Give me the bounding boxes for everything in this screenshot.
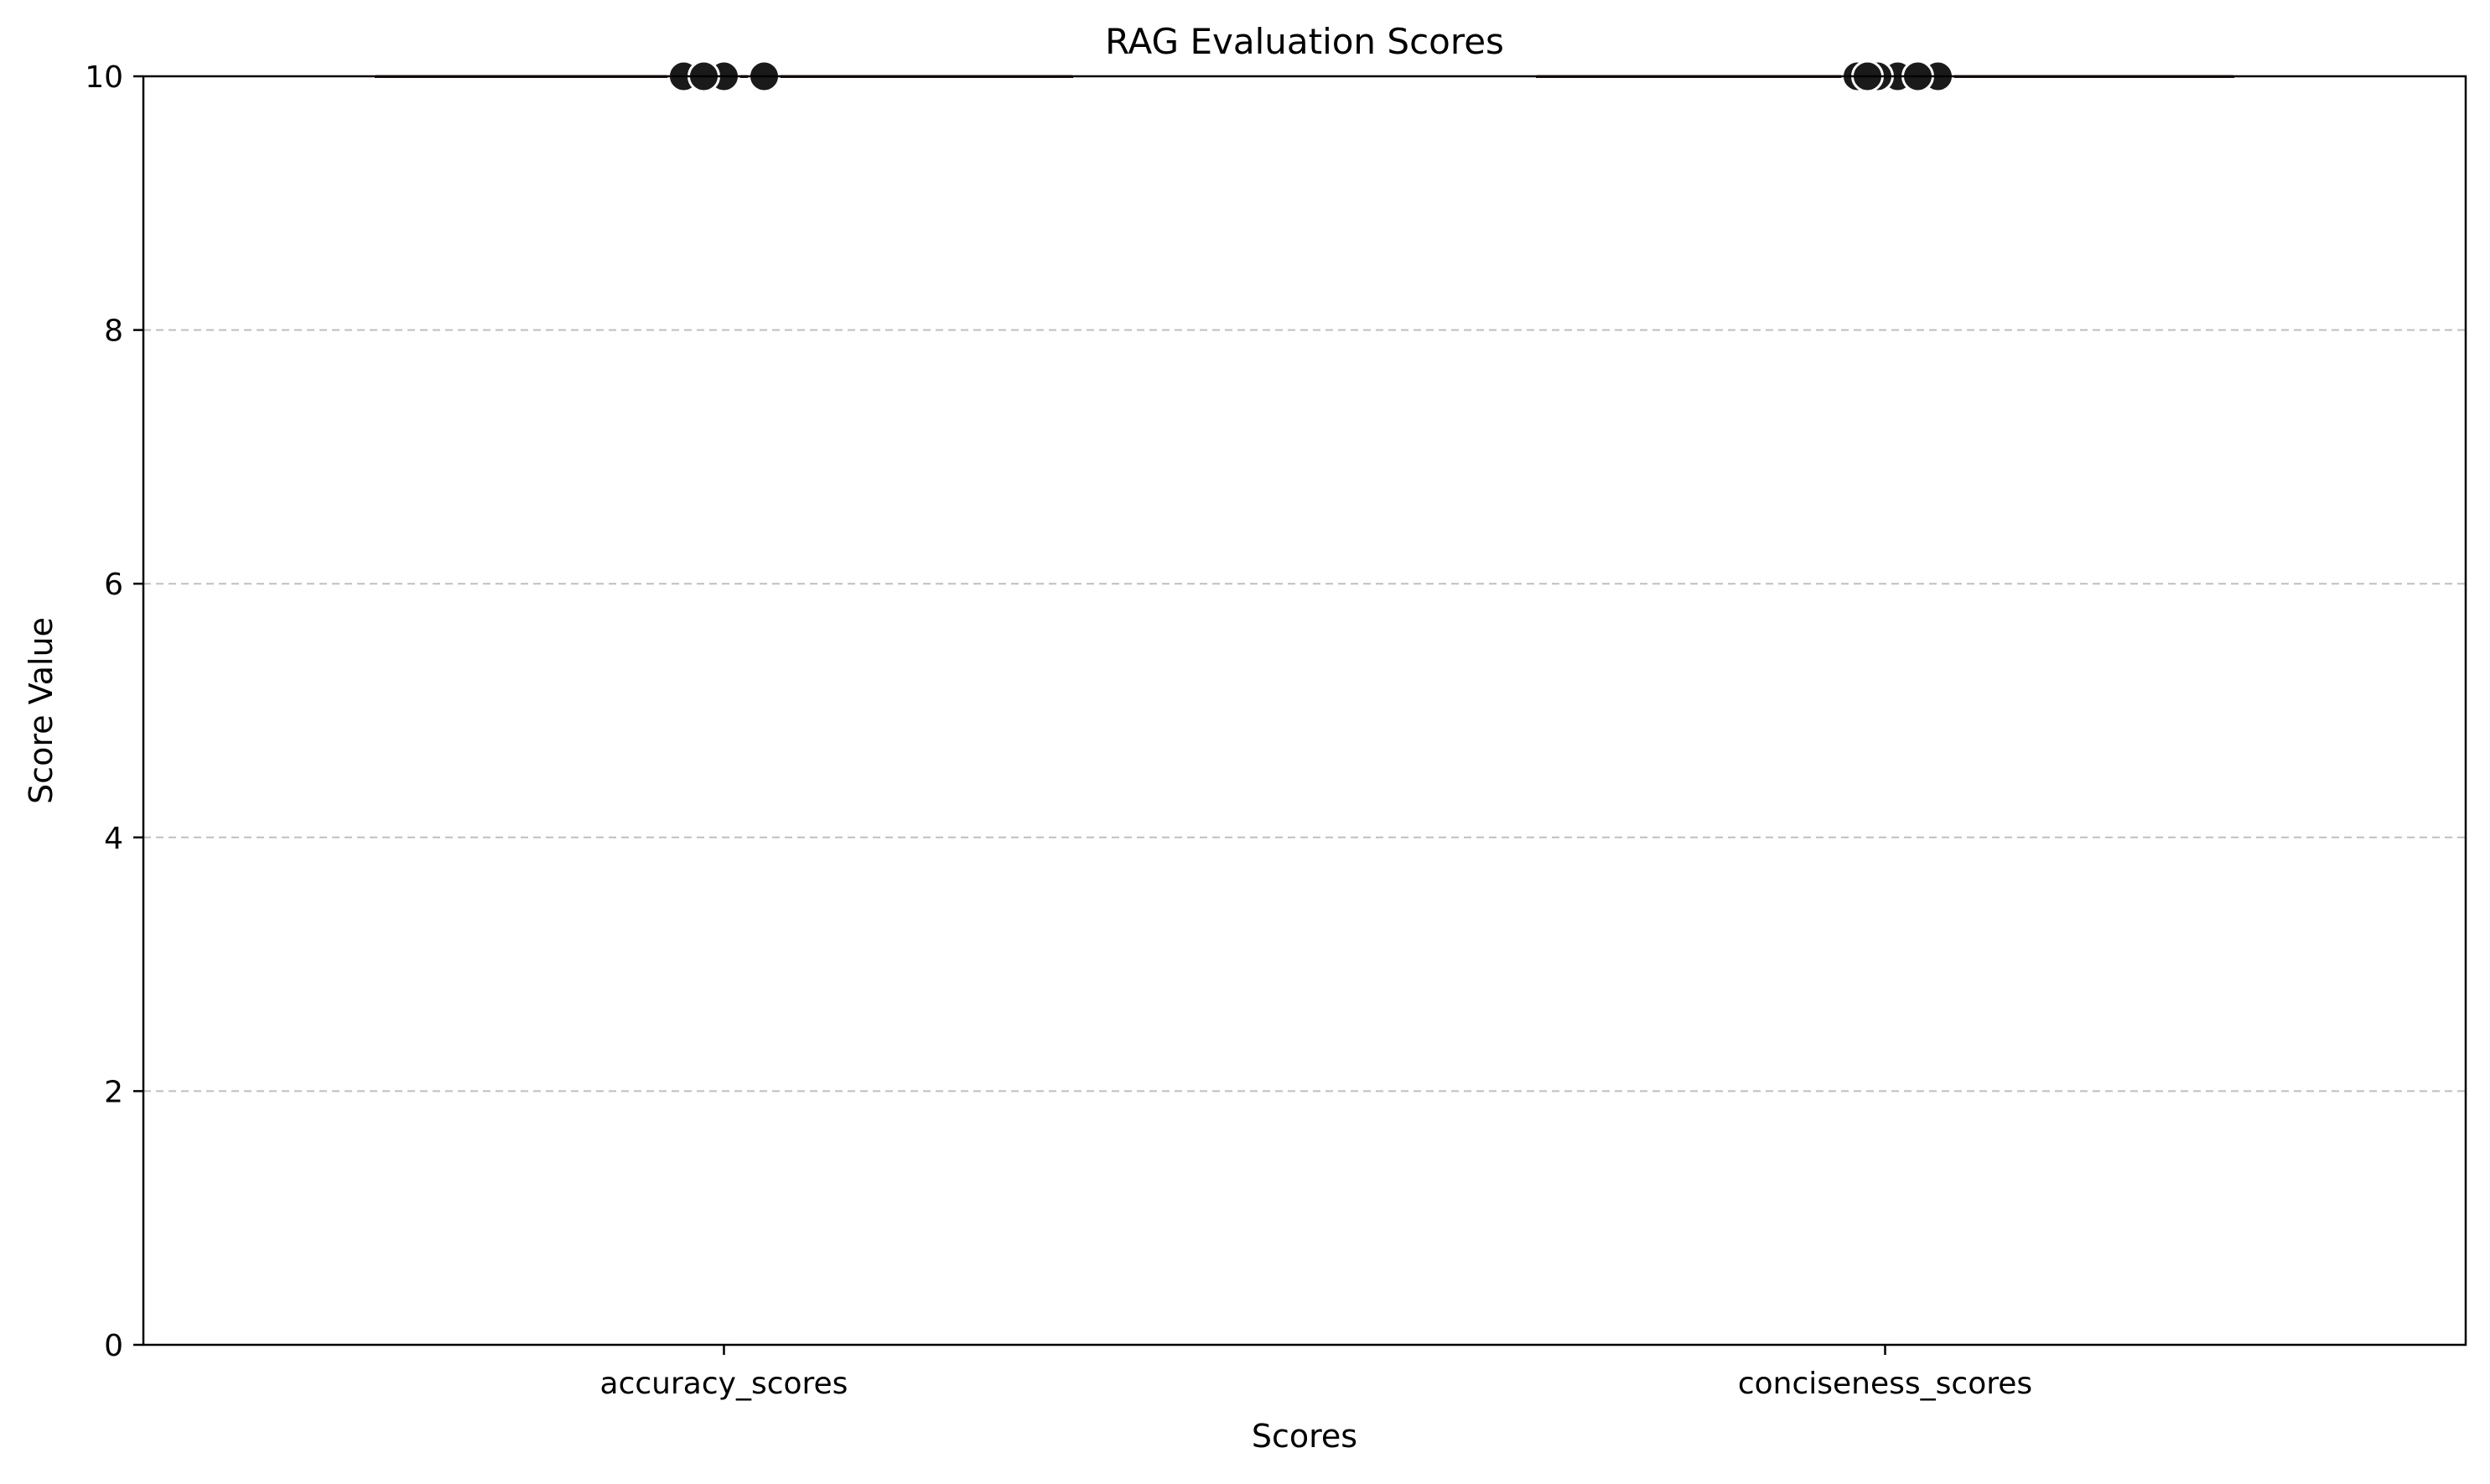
y-axis-ticks: 0 2 4 6 8 10 bbox=[85, 60, 143, 1363]
x-axis-ticks: accuracy_scores conciseness_scores bbox=[600, 1345, 2032, 1401]
y-axis-label: Score Value bbox=[23, 617, 60, 804]
y-tick-label: 2 bbox=[104, 1075, 123, 1109]
y-tick-label: 0 bbox=[104, 1329, 123, 1363]
grid-layer bbox=[143, 329, 2466, 1092]
y-tick-label: 4 bbox=[104, 822, 123, 856]
y-tick-label: 10 bbox=[85, 60, 123, 95]
x-tick-label-conciseness-scores: conciseness_scores bbox=[1738, 1367, 2032, 1401]
y-tick-label: 8 bbox=[104, 314, 123, 349]
y-tick-label: 6 bbox=[104, 568, 123, 602]
x-axis-label: Scores bbox=[1252, 1418, 1357, 1455]
plot-frame bbox=[142, 75, 2467, 1346]
x-tick-label-accuracy-scores: accuracy_scores bbox=[600, 1367, 848, 1401]
chart-title: RAG Evaluation Scores bbox=[1105, 21, 1504, 62]
